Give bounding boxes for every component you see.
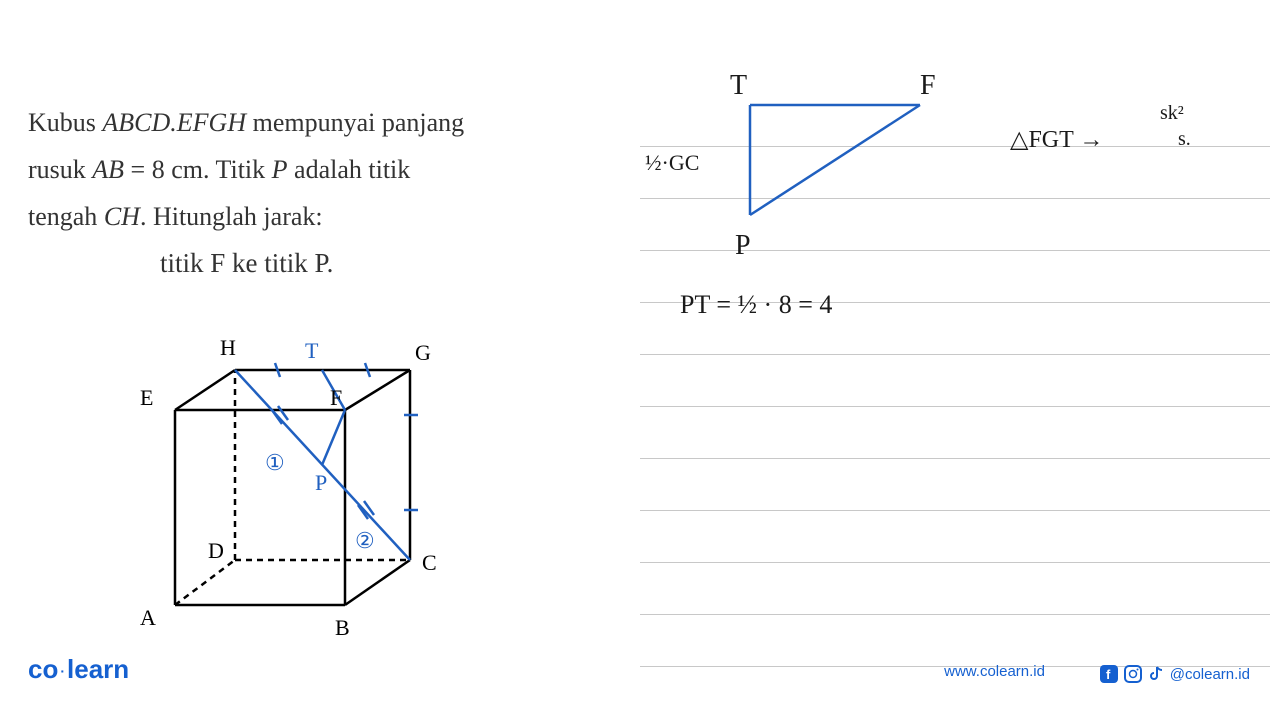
label-d: D (208, 538, 224, 563)
text-fragment: adalah titik (288, 155, 411, 184)
ruled-line (640, 355, 1270, 407)
tiktok-icon[interactable] (1148, 665, 1164, 683)
logo-co: co (28, 654, 58, 684)
note-sk2: sk² (1160, 102, 1184, 125)
social-links: f @colearn.id (1100, 665, 1250, 683)
label-g: G (415, 340, 431, 365)
text-fragment: = 8 cm. Titik (124, 155, 272, 184)
point-p: P (272, 155, 288, 184)
note-s: s. (1178, 128, 1191, 151)
triangle-side-label: ½·GC (645, 150, 699, 176)
cube-edges (175, 370, 410, 605)
triangle-label-p: P (735, 230, 751, 262)
svg-text:f: f (1106, 667, 1111, 682)
label-f: F (330, 385, 342, 410)
label-b: B (335, 615, 350, 640)
problem-line-2: rusuk AB = 8 cm. Titik P adalah titik (28, 147, 628, 194)
text-fragment: Kubus (28, 108, 102, 137)
ruled-line (640, 407, 1270, 459)
problem-text: Kubus ABCD.EFGH mempunyai panjang rusuk … (28, 100, 628, 240)
facebook-icon[interactable]: f (1100, 665, 1118, 683)
text-fragment: . (327, 248, 334, 278)
triangle-label-t: T (730, 70, 747, 102)
footer-url[interactable]: www.colearn.id (944, 663, 1045, 680)
text-fragment: . Hitunglah jarak: (140, 202, 323, 231)
ruled-line (640, 511, 1270, 563)
edge-ch: CH (104, 202, 140, 231)
social-handle[interactable]: @colearn.id (1170, 666, 1250, 683)
text-fragment: titik (160, 248, 210, 278)
label-c: C (422, 550, 437, 575)
cube-svg: A B C D E F G H T P ① ② (130, 330, 490, 670)
point-p-ref: P (315, 248, 327, 278)
triangle-label-f: F (920, 70, 936, 102)
calc-pt: PT = ½ · 8 = 4 (680, 290, 832, 320)
footer: co·learn www.colearn.id f @colearn.id (0, 645, 1280, 685)
logo-dot: · (58, 663, 67, 679)
logo: co·learn (28, 654, 129, 685)
text-fragment: mempunyai panjang (246, 108, 464, 137)
ruled-line (640, 459, 1270, 511)
label-circ1: ① (265, 450, 285, 475)
cube-name: ABCD.EFGH (102, 108, 246, 137)
edge-ab: AB (92, 155, 124, 184)
text-fragment: rusuk (28, 155, 92, 184)
problem-line-1: Kubus ABCD.EFGH mempunyai panjang (28, 100, 628, 147)
problem-line-3: tengah CH. Hitunglah jarak: (28, 194, 628, 241)
label-t: T (305, 338, 319, 363)
triangle-sketch (720, 75, 1000, 255)
text-fragment: tengah (28, 202, 104, 231)
label-p: P (315, 470, 327, 495)
ruled-line (640, 563, 1270, 615)
instagram-icon[interactable] (1124, 665, 1142, 683)
logo-learn: learn (67, 654, 129, 684)
label-a: A (140, 605, 156, 630)
blue-annotations (235, 363, 418, 560)
text-fragment: ke titik (225, 248, 314, 278)
label-circ2: ② (355, 528, 375, 553)
label-h: H (220, 335, 236, 360)
sub-question: titik F ke titik P. (160, 248, 333, 279)
cube-diagram: A B C D E F G H T P ① ② (130, 330, 490, 675)
point-f: F (210, 248, 225, 278)
label-e: E (140, 385, 153, 410)
content-area: Kubus ABCD.EFGH mempunyai panjang rusuk … (0, 0, 1280, 650)
note-triangle-fgt: △FGT → (1010, 125, 1103, 154)
